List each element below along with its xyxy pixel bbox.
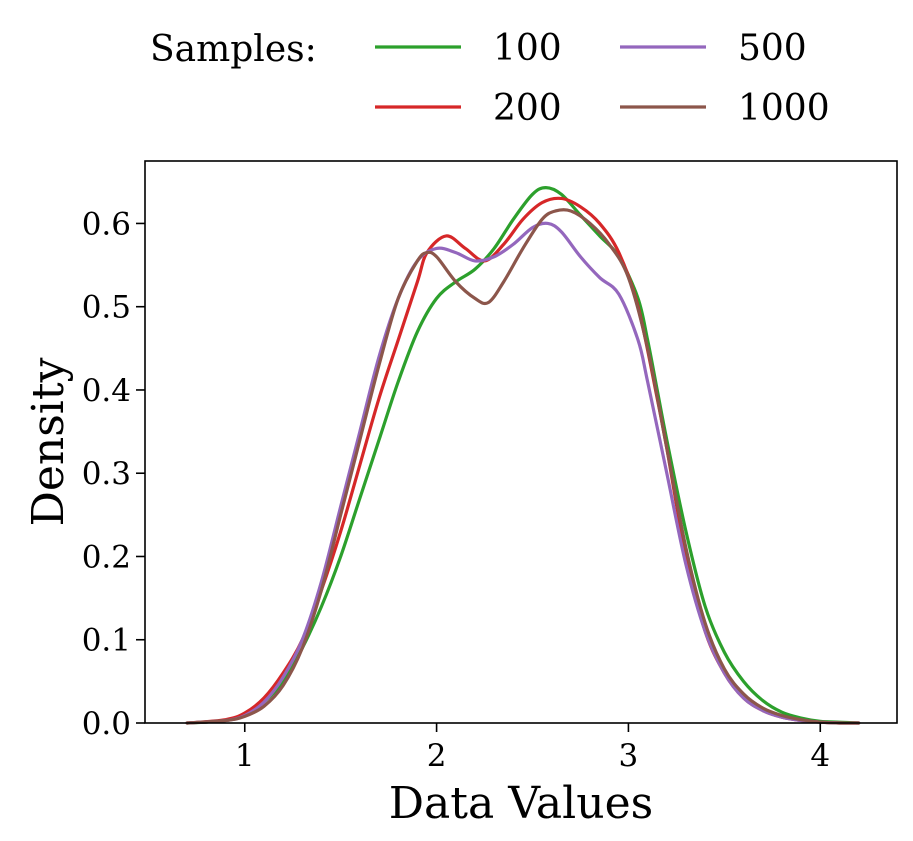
legend-title: Samples: <box>150 29 317 70</box>
legend-label-100: 100 <box>493 28 562 69</box>
x-axis-label: Data Values <box>389 778 653 829</box>
x-axis: 1 2 3 4 <box>235 723 830 774</box>
legend-label-1000: 1000 <box>738 88 830 129</box>
y-tick-label: 0.4 <box>82 373 131 409</box>
y-tick-label: 0.6 <box>82 206 131 242</box>
series-line-100 <box>185 186 861 725</box>
y-axis: 0.0 0.1 0.2 0.3 0.4 0.5 0.6 <box>82 206 145 742</box>
legend-label-200: 200 <box>493 88 562 129</box>
x-tick-label: 4 <box>810 738 830 774</box>
series-line-200 <box>185 196 861 725</box>
y-axis-label: Density <box>23 357 74 526</box>
x-tick-label: 1 <box>235 738 255 774</box>
y-tick-label: 0.1 <box>82 623 131 659</box>
y-tick-label: 0.2 <box>82 539 131 575</box>
y-tick-label: 0.0 <box>82 706 131 742</box>
x-tick-label: 2 <box>427 738 447 774</box>
series-line-500 <box>185 221 861 725</box>
y-tick-label: 0.5 <box>82 290 131 326</box>
legend: Samples: 100 200 500 1000 <box>150 28 830 129</box>
plot-frame <box>144 160 898 724</box>
y-tick-label: 0.3 <box>82 456 131 492</box>
series-layer <box>185 186 861 725</box>
x-tick-label: 3 <box>619 738 639 774</box>
legend-label-500: 500 <box>738 28 807 69</box>
series-line-1000 <box>185 208 861 725</box>
